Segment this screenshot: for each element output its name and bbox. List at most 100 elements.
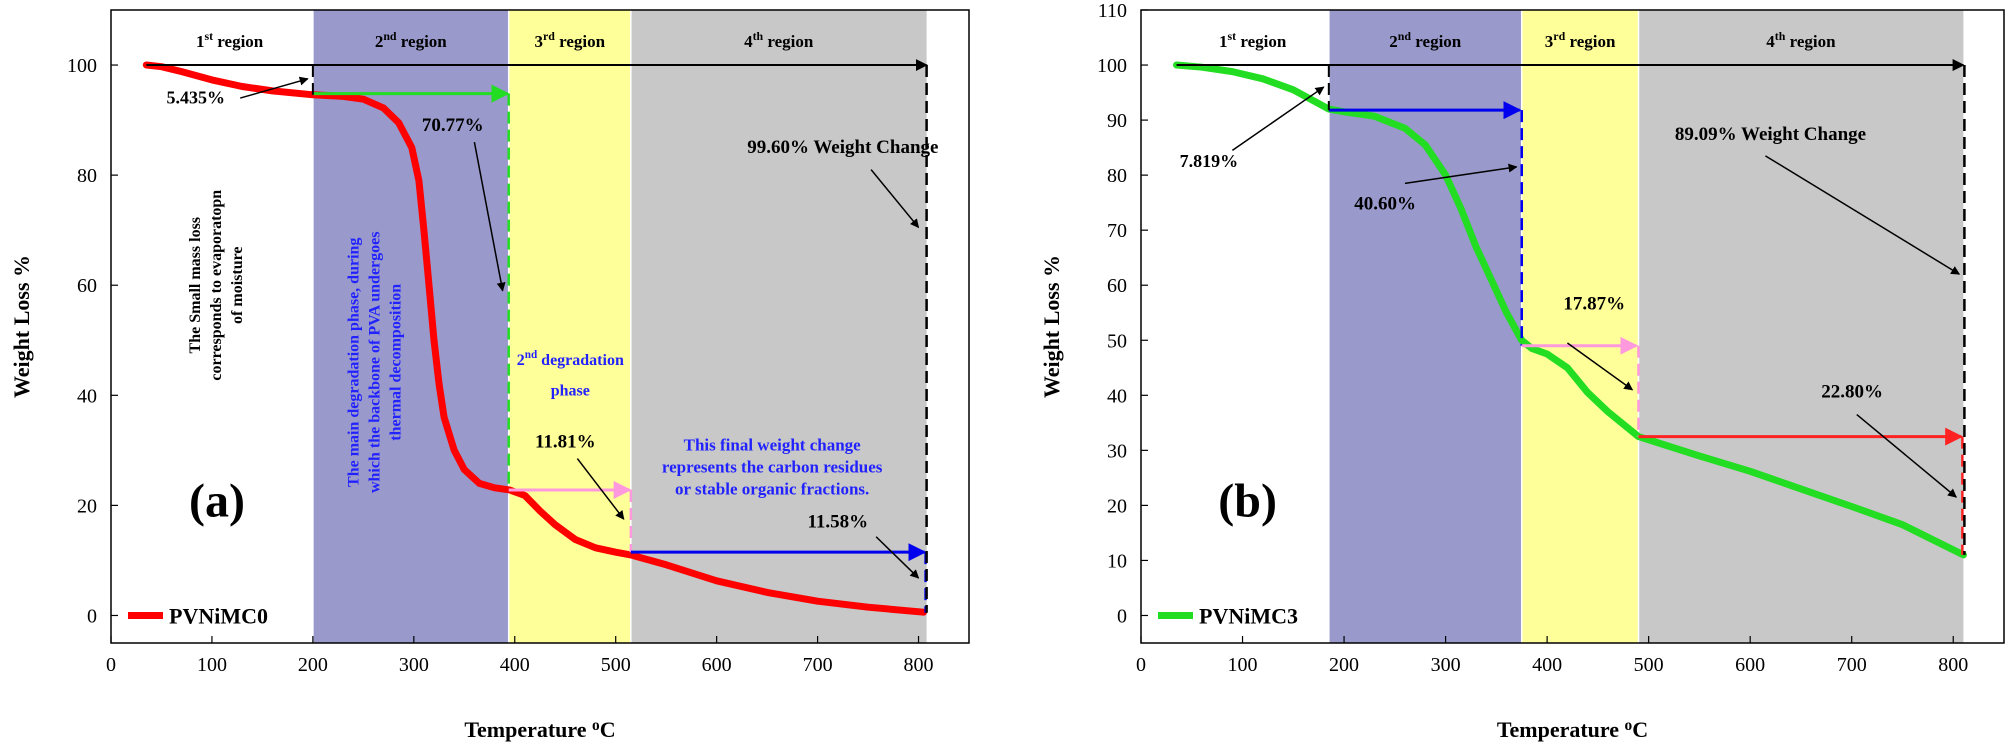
note-region1-line: corresponds to evaporatopn bbox=[208, 190, 225, 381]
pct-region4-pointer bbox=[1856, 413, 1957, 498]
pct-region3-pointer bbox=[576, 458, 625, 520]
region-3-label-rest: region bbox=[1565, 32, 1616, 51]
legend-label: PVNiMC3 bbox=[1199, 603, 1298, 628]
x-tick-label: 600 bbox=[1735, 654, 1765, 676]
region-1-label-sup: st bbox=[1228, 29, 1237, 43]
pct-region2-label: 40.60% bbox=[1354, 193, 1416, 214]
note-region4-line: represents the carbon residues bbox=[662, 457, 883, 476]
x-tick-label: 800 bbox=[904, 654, 934, 676]
region-3-label-sup: rd bbox=[543, 29, 555, 43]
x-tick-label: 0 bbox=[1136, 654, 1146, 676]
x-tick-label: 800 bbox=[1938, 654, 1968, 676]
note-region4-line: This final weight change bbox=[684, 435, 862, 454]
x-tick-label: 600 bbox=[702, 654, 732, 676]
region-1-label: 1st region bbox=[1219, 29, 1287, 51]
region-4-label: 4th region bbox=[744, 29, 814, 51]
y-tick-label: 0 bbox=[1117, 605, 1127, 627]
region-2-label-sup: nd bbox=[1398, 29, 1412, 43]
note-region3-line1: 2nd degradation bbox=[517, 349, 624, 369]
note-region3-line1-rest: degradation bbox=[537, 352, 624, 369]
total-change-pointer bbox=[1765, 155, 1961, 275]
x-axis-title-base: Temperature bbox=[1497, 717, 1625, 742]
y-tick-label: 40 bbox=[77, 385, 97, 407]
region-4-label: 4th region bbox=[1766, 29, 1836, 51]
y-tick-label: 60 bbox=[1107, 275, 1127, 297]
total-change-label: 89.09% Weight Change bbox=[1675, 124, 1866, 145]
pct-region2-pointer bbox=[1404, 163, 1518, 185]
y-tick-label: 80 bbox=[1107, 165, 1127, 187]
region-2-label: 2nd region bbox=[375, 29, 447, 51]
pct-region4-label: 11.58% bbox=[807, 511, 868, 532]
x-tick-label: 400 bbox=[500, 654, 530, 676]
region-1-label-sup: st bbox=[204, 29, 213, 43]
y-tick-label: 10 bbox=[1107, 550, 1127, 572]
x-axis-title: Temperature oC bbox=[1497, 717, 1648, 742]
note-region2-line: which the backbone of PVA undergoes bbox=[366, 232, 383, 494]
x-tick-label: 700 bbox=[803, 654, 833, 676]
y-tick-label: 50 bbox=[1107, 330, 1127, 352]
region-4-band bbox=[1638, 10, 1964, 643]
x-axis-title-sup: o bbox=[1625, 717, 1633, 734]
region-1-label-rest: region bbox=[213, 32, 264, 51]
x-tick-label: 100 bbox=[197, 654, 227, 676]
region-3-label-base: 3 bbox=[534, 32, 543, 51]
region-1-label: 1st region bbox=[196, 29, 264, 51]
pct-region4-label: 22.80% bbox=[1821, 382, 1883, 403]
y-tick-label: 20 bbox=[77, 495, 97, 517]
region-3-band bbox=[1521, 10, 1639, 643]
plot-frame bbox=[110, 9, 970, 644]
x-tick-label: 700 bbox=[1837, 654, 1867, 676]
region-4-label-rest: region bbox=[763, 32, 814, 51]
pct-region1-pointer bbox=[239, 76, 309, 99]
pct-region2-pointer bbox=[473, 141, 506, 292]
x-axis-title: Temperature oC bbox=[464, 717, 615, 742]
y-tick-label: 20 bbox=[1107, 495, 1127, 517]
region-4-label-base: 4 bbox=[744, 32, 753, 51]
y-tick-label: 30 bbox=[1107, 440, 1127, 462]
series-line-pvnimc3 bbox=[1173, 61, 1967, 559]
x-tick-label: 200 bbox=[298, 654, 328, 676]
note-region3-line2: phase bbox=[551, 382, 590, 399]
x-tick-label: 500 bbox=[1634, 654, 1664, 676]
y-tick-label: 40 bbox=[1107, 385, 1127, 407]
region-2-label-base: 2 bbox=[1389, 32, 1398, 51]
y-tick-label: 0 bbox=[87, 605, 97, 627]
pct-region1-label: 7.819% bbox=[1180, 151, 1239, 171]
y-tick-label: 100 bbox=[1097, 55, 1127, 77]
y-tick-label: 90 bbox=[1107, 110, 1127, 132]
region-4-label-sup: th bbox=[1775, 29, 1786, 43]
region-2-band bbox=[1328, 10, 1522, 643]
note-region2-line: thermal decomposition bbox=[387, 284, 404, 441]
y-tick-label: 60 bbox=[77, 275, 97, 297]
pct-region3-label: 17.87% bbox=[1563, 293, 1625, 314]
region-4-band bbox=[630, 10, 927, 643]
pct-region2-label: 70.77% bbox=[422, 115, 484, 136]
x-tick-label: 0 bbox=[106, 654, 116, 676]
region-3-label-base: 3 bbox=[1545, 32, 1554, 51]
region-3-label-rest: region bbox=[555, 32, 606, 51]
y-axis-title: Weight Loss % bbox=[9, 255, 34, 398]
y-axis-title: Weight Loss % bbox=[1039, 255, 1064, 398]
region-1-label-base: 1 bbox=[1219, 32, 1228, 51]
region-2-label: 2nd region bbox=[1389, 29, 1461, 51]
region-1-label-base: 1 bbox=[196, 32, 205, 51]
y-tick-label: 80 bbox=[77, 165, 97, 187]
note-region1-line: The Small mass loss bbox=[187, 217, 204, 353]
region-4-label-rest: region bbox=[1785, 32, 1836, 51]
x-axis-title-base: Temperature bbox=[464, 717, 592, 742]
y-tick-label: 100 bbox=[67, 55, 97, 77]
x-tick-label: 300 bbox=[399, 654, 429, 676]
panel-label: (b) bbox=[1218, 474, 1277, 527]
total-change-pointer bbox=[870, 169, 920, 229]
region-4-label-base: 4 bbox=[1766, 32, 1775, 51]
region-4-label-sup: th bbox=[753, 29, 764, 43]
x-axis-title-sup: o bbox=[592, 717, 600, 734]
region-3-label: 3rd region bbox=[1545, 29, 1616, 51]
note-region2-line: The main degradation phase, during bbox=[345, 238, 362, 487]
note-region3-line1-sup: nd bbox=[525, 349, 538, 361]
pct-region1-label: 5.435% bbox=[167, 88, 226, 108]
x-tick-label: 100 bbox=[1228, 654, 1258, 676]
total-change-label: 99.60% Weight Change bbox=[747, 137, 938, 158]
x-axis-title-rest: C bbox=[1632, 717, 1648, 742]
